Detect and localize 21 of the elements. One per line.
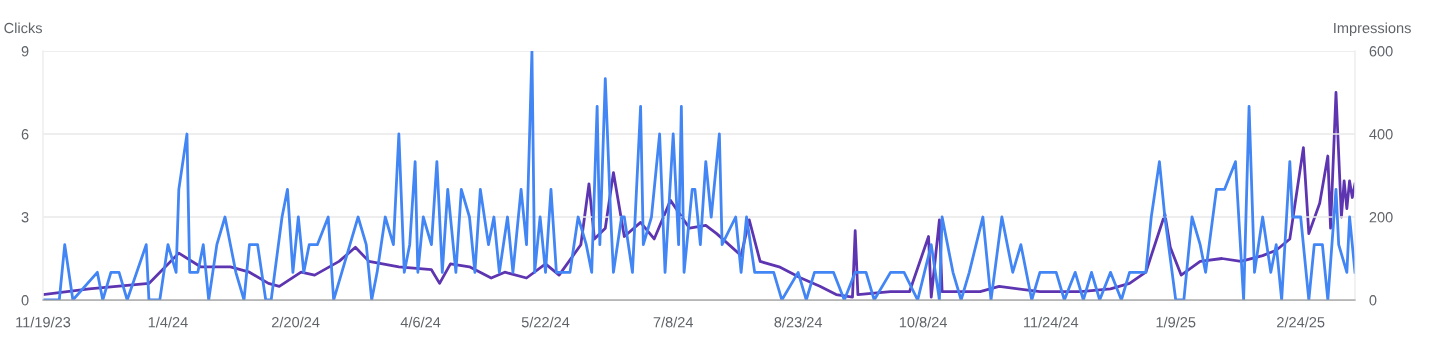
y2-tick-label: 600 [1369, 46, 1393, 57]
x-tick-label: 10/8/24 [899, 316, 947, 328]
y2-tick-label: 400 [1369, 129, 1393, 140]
y2-tick-label: 0 [1369, 295, 1377, 306]
x-tick-label: 1/4/24 [148, 316, 188, 328]
y-tick-label: 9 [21, 46, 29, 57]
x-tick-label: 7/8/24 [653, 316, 694, 328]
x-tick-label: 4/6/24 [400, 316, 441, 328]
x-tick-label: 2/24/25 [1277, 316, 1325, 328]
x-tick-label: 8/23/24 [774, 316, 823, 328]
x-tick-label: 1/9/25 [1156, 316, 1196, 328]
y-tick-label: 0 [21, 295, 29, 306]
y2-axis-title: Impressions [1334, 22, 1411, 37]
x-tick-label: 2/20/24 [272, 316, 320, 328]
y2-tick-label: 200 [1369, 212, 1393, 223]
x-tick-label: 11/24/24 [1024, 316, 1079, 328]
y-tick-label: 6 [21, 129, 29, 140]
x-tick-label: 11/19/23 [16, 316, 71, 328]
x-tick-label: 5/22/24 [521, 316, 570, 328]
y-tick-label: 3 [21, 212, 29, 223]
y-axis-title: Clicks [4, 22, 42, 34]
